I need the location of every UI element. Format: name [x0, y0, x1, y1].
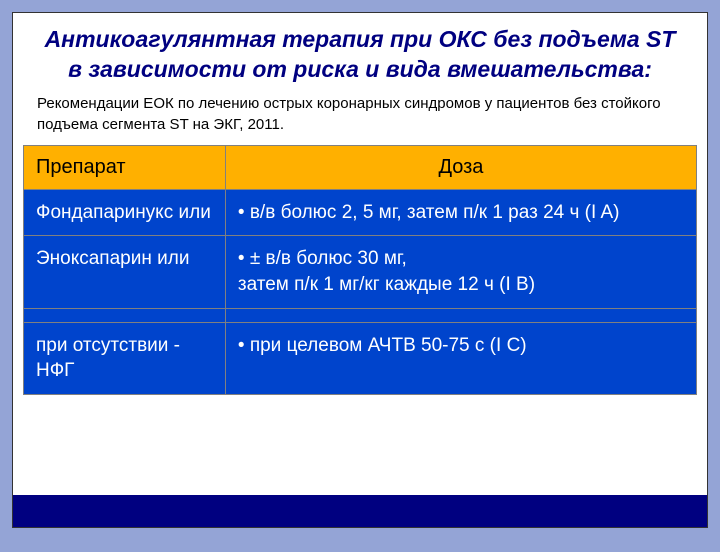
- dose-cell: • в/в болюс 2, 5 мг, затем п/к 1 раз 24 …: [225, 189, 696, 236]
- table-row: при отсутствии - НФГ • при целевом АЧТВ …: [24, 322, 697, 394]
- table-spacer-row: [24, 308, 697, 322]
- dose-cell: • при целевом АЧТВ 50-75 с (I C): [225, 322, 696, 394]
- slide-title: Антикоагулянтная терапия при ОКС без под…: [37, 25, 683, 85]
- table-container: Препарат Доза Фондапаринукс или • в/в бо…: [23, 145, 697, 395]
- slide-container: Антикоагулянтная терапия при ОКС без под…: [12, 12, 708, 528]
- table-row: Эноксапарин или • ± в/в болюс 30 мг,зате…: [24, 236, 697, 308]
- spacer-cell: [225, 308, 696, 322]
- table-row: Фондапаринукс или • в/в болюс 2, 5 мг, з…: [24, 189, 697, 236]
- table-header-row: Препарат Доза: [24, 145, 697, 189]
- header-dose: Доза: [225, 145, 696, 189]
- bottom-band: [13, 495, 707, 527]
- drug-cell: Фондапаринукс или: [24, 189, 226, 236]
- slide-subtitle: Рекомендации ЕОК по лечению острых корон…: [37, 93, 683, 135]
- spacer-cell: [24, 308, 226, 322]
- therapy-table: Препарат Доза Фондапаринукс или • в/в бо…: [23, 145, 697, 395]
- drug-cell: Эноксапарин или: [24, 236, 226, 308]
- subtitle-box: Рекомендации ЕОК по лечению острых корон…: [13, 89, 707, 145]
- dose-cell: • ± в/в болюс 30 мг,затем п/к 1 мг/кг ка…: [225, 236, 696, 308]
- header-drug: Препарат: [24, 145, 226, 189]
- title-box: Антикоагулянтная терапия при ОКС без под…: [13, 13, 707, 89]
- drug-cell: при отсутствии - НФГ: [24, 322, 226, 394]
